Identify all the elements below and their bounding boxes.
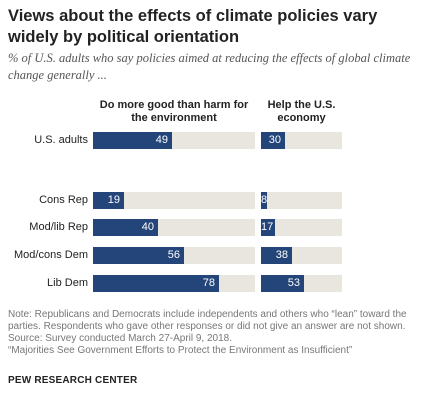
bar-track-economy: 53	[261, 275, 342, 292]
bar-economy-cons-rep	[261, 192, 267, 209]
bar-economy-mod-lib-rep	[261, 219, 275, 236]
bar-track-economy: 17	[261, 219, 342, 236]
column-header-economy: Help the U.S. economy	[267, 99, 336, 124]
bar-economy-mod-cons-dem	[261, 247, 292, 264]
bar-track-environment: 40	[93, 219, 255, 236]
data-label-environment-lib-dem: 78	[202, 277, 215, 289]
bar-environment-mod-cons-dem	[93, 247, 184, 264]
category-label-mod-lib-rep: Mod/lib Rep	[29, 221, 88, 233]
data-label-environment-cons-rep: 19	[107, 194, 120, 206]
category-label-u-s-adults: U.S. adults	[34, 134, 88, 146]
bar-track-economy: 38	[261, 247, 342, 264]
bar-economy-u-s-adults	[261, 132, 285, 149]
category-label-cons-rep: Cons Rep	[39, 194, 88, 206]
category-label-lib-dem: Lib Dem	[47, 277, 88, 289]
note-line: Note: Republicans and Democrats include …	[8, 309, 407, 320]
data-label-economy-cons-rep: 8	[261, 192, 267, 209]
bar-environment-u-s-adults	[93, 132, 172, 149]
data-label-environment-mod-lib-rep: 40	[141, 221, 154, 233]
data-label-environment-u-s-adults: 49	[155, 134, 168, 146]
category-label-mod-cons-dem: Mod/cons Dem	[14, 249, 88, 261]
data-label-environment-mod-cons-dem: 56	[167, 249, 180, 261]
bar-track-environment: 19	[93, 192, 255, 209]
note-line: “Majorities See Government Efforts to Pr…	[8, 345, 353, 356]
bar-environment-cons-rep	[93, 192, 124, 209]
bar-track-environment: 78	[93, 275, 255, 292]
data-label-economy-u-s-adults: 30	[268, 134, 281, 146]
data-label-economy-mod-cons-dem: 38	[275, 249, 288, 261]
bar-track-environment: 49	[93, 132, 255, 149]
data-label-economy-mod-lib-rep: 17	[261, 221, 274, 233]
bar-track-environment: 56	[93, 247, 255, 264]
bar-economy-lib-dem	[261, 275, 304, 292]
bar-track-economy: 8	[261, 192, 342, 209]
chart-title: Views about the effects of climate polic…	[8, 7, 378, 46]
footnote: Note: Republicans and Democrats include …	[8, 309, 418, 357]
pew-logo: PEW RESEARCH CENTER	[8, 375, 138, 386]
bar-environment-mod-lib-rep	[93, 219, 158, 236]
note-line: Source: Survey conducted March 27-April …	[8, 333, 233, 344]
data-label-economy-lib-dem: 53	[287, 277, 300, 289]
chart-subtitle: % of U.S. adults who say policies aimed …	[8, 51, 411, 82]
note-line: parties. Respondents who gave other resp…	[8, 321, 406, 332]
column-header-environment: Do more good than harm for the environme…	[99, 99, 249, 124]
bar-environment-lib-dem	[93, 275, 219, 292]
bar-track-economy: 30	[261, 132, 342, 149]
